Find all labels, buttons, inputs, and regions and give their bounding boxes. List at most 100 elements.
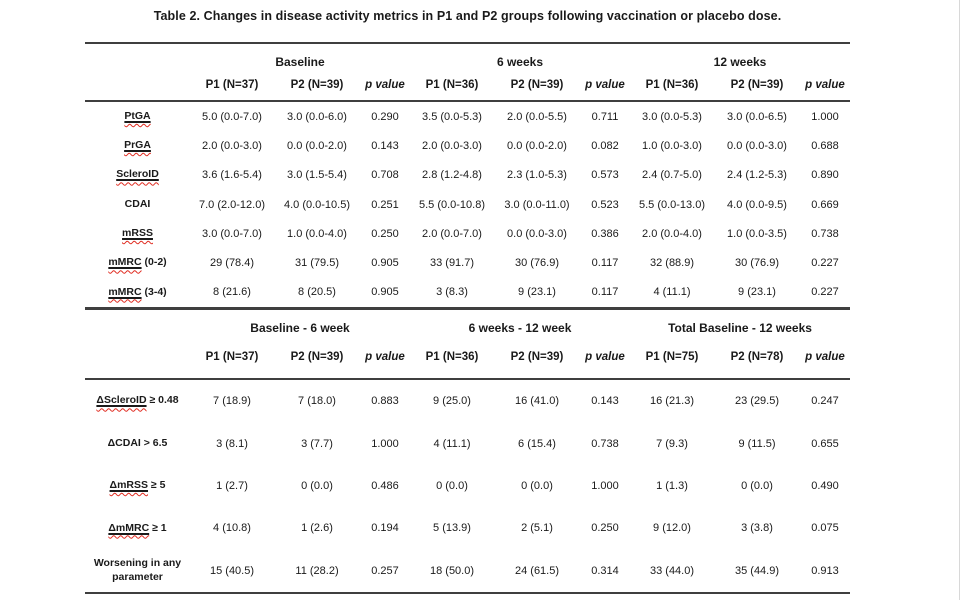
table-cell: 0.143 xyxy=(371,139,399,152)
table-cell: 2.0 (0.0-7.0) xyxy=(422,227,482,240)
table-cell: 23 (29.5) xyxy=(734,395,780,408)
table-cell: 2.3 (1.0-5.3) xyxy=(507,169,567,182)
column-header: P1 (N=36) xyxy=(425,79,479,91)
column-header: p value xyxy=(365,351,405,364)
row-label: mRSS xyxy=(85,227,190,241)
row-label-rest: ≥ 0.48 xyxy=(146,394,179,407)
table-cell: 3.0 (0.0-6.5) xyxy=(727,110,787,123)
table-cell: 9 (11.5) xyxy=(738,437,776,450)
table-cell: 9 (25.0) xyxy=(433,395,471,408)
row-label-underline: ΔmMRC xyxy=(108,522,149,534)
table-cell: 0.257 xyxy=(371,564,399,577)
table-cell: 0.251 xyxy=(371,198,399,211)
row-label: ScleroID xyxy=(85,168,190,182)
table-cell: 0.117 xyxy=(591,257,619,270)
row-label-text: mRSS xyxy=(122,227,153,240)
table-cell: 31 (79.5) xyxy=(294,257,340,270)
table-cell: 7 (9.3) xyxy=(656,437,688,450)
table-cell: 9 (23.1) xyxy=(518,286,556,299)
group-header: Total Baseline - 12 weeks xyxy=(668,321,812,336)
row-label-text: ΔmMRC xyxy=(108,521,150,534)
table-cell: 1 (2.7) xyxy=(216,480,248,493)
table-cell: 1.000 xyxy=(371,437,399,450)
column-header: P2 (N=39) xyxy=(730,79,784,91)
table-cell: 2.0 (0.0-3.0) xyxy=(202,139,262,152)
table-2: Baseline 6 weeks 12 weeks P1 (N=37) P2 (N=39… xyxy=(85,42,850,595)
column-header: p value xyxy=(585,351,625,364)
table-cell: 3.0 (0.0-5.3) xyxy=(642,110,702,123)
table-cell: 4.0 (0.0-9.5) xyxy=(727,198,787,211)
row-label-text: PtGA xyxy=(124,109,151,122)
row-label: ΔCDAI > 6.5 xyxy=(85,437,190,451)
table-cell: 0.913 xyxy=(811,564,839,577)
table-cell: 0.0 (0.0-2.0) xyxy=(287,139,347,152)
table-cell: 4 (11.1) xyxy=(653,286,691,299)
table-cell: 0.082 xyxy=(591,139,619,152)
table-cell: 0.655 xyxy=(811,437,839,450)
column-header: P2 (N=39) xyxy=(290,79,344,91)
column-header: P1 (N=36) xyxy=(645,79,699,91)
table-cell: 8 (21.6) xyxy=(213,286,251,299)
table-cell: 0.905 xyxy=(371,257,399,270)
row-label: mMRC (0-2) xyxy=(85,256,190,270)
table-cell: 5.5 (0.0-13.0) xyxy=(638,198,706,211)
row-label: ΔmMRC ≥ 1 xyxy=(85,522,190,536)
column-header: P1 (N=36) xyxy=(425,351,479,364)
table-cell: 3.0 (0.0-6.0) xyxy=(287,110,347,123)
table-cell: 0.250 xyxy=(371,227,399,240)
table-cell: 0.738 xyxy=(591,437,619,450)
row-label-underline: mRSS xyxy=(122,227,153,239)
table-cell: 7 (18.9) xyxy=(213,395,251,408)
table-section-timepoints: Baseline 6 weeks 12 weeks P1 (N=37) P2 (N=39… xyxy=(85,44,850,311)
row-label: PtGA xyxy=(85,110,190,124)
table-cell: 0.708 xyxy=(371,169,399,182)
table-cell: 0.688 xyxy=(811,139,839,152)
table-cell: 5.5 (0.0-10.8) xyxy=(418,198,486,211)
table-cell: 0.075 xyxy=(811,522,839,535)
row-label-text: ΔScleroID xyxy=(96,394,147,407)
column-header: P1 (N=75) xyxy=(645,351,699,364)
table-cell: 3.0 (0.0-7.0) xyxy=(202,227,262,240)
table-cell: 24 (61.5) xyxy=(514,564,560,577)
table-cell: 18 (50.0) xyxy=(429,564,475,577)
row-label-underline: ScleroID xyxy=(116,168,159,180)
table-cell: 3.6 (1.6-5.4) xyxy=(202,169,262,182)
column-header: p value xyxy=(585,79,625,91)
table-cell: 1.0 (0.0-4.0) xyxy=(287,227,347,240)
column-header: P2 (N=39) xyxy=(510,79,564,91)
table-cell: 1.000 xyxy=(811,110,839,123)
table-cell: 0.227 xyxy=(811,286,839,299)
table-cell: 2.0 (0.0-3.0) xyxy=(422,139,482,152)
table-cell: 0.490 xyxy=(811,480,839,493)
table-cell: 32 (88.9) xyxy=(649,257,695,270)
table-cell: 4 (11.1) xyxy=(433,437,471,450)
table-cell: 8 (20.5) xyxy=(298,286,336,299)
table-cell: 0.117 xyxy=(591,286,619,299)
table-cell: 0 (0.0) xyxy=(741,480,773,493)
row-label: Worsening in any parameter xyxy=(85,557,190,584)
table-cell: 0.486 xyxy=(371,480,399,493)
group-header: 6 weeks - 12 week xyxy=(468,321,572,336)
table-cell: 3 (8.1) xyxy=(216,437,248,450)
table-cell: 15 (40.5) xyxy=(209,564,255,577)
row-label-text: PrGA xyxy=(124,139,151,152)
table-cell: 30 (76.9) xyxy=(734,257,780,270)
table-cell: 2.0 (0.0-5.5) xyxy=(507,110,567,123)
row-label: ΔScleroID ≥ 0.48 xyxy=(85,394,190,408)
table-cell: 1.0 (0.0-3.0) xyxy=(642,139,702,152)
column-header: P2 (N=78) xyxy=(730,351,784,364)
table-cell: 0.290 xyxy=(371,110,399,123)
table-cell: 0.314 xyxy=(591,564,619,577)
table-cell: 16 (21.3) xyxy=(649,395,695,408)
table-cell: 0 (0.0) xyxy=(521,480,553,493)
row-label: CDAI xyxy=(85,198,190,212)
row-label-underline: mMRC xyxy=(108,286,141,298)
row-label-rest: CDAI xyxy=(124,197,151,210)
column-header: P2 (N=39) xyxy=(290,351,344,364)
column-header: p value xyxy=(365,79,405,91)
table-cell: 0.890 xyxy=(811,169,839,182)
table-cell: 0.738 xyxy=(811,227,839,240)
group-header: 12 weeks xyxy=(713,55,767,69)
table-cell: 0.247 xyxy=(811,395,839,408)
